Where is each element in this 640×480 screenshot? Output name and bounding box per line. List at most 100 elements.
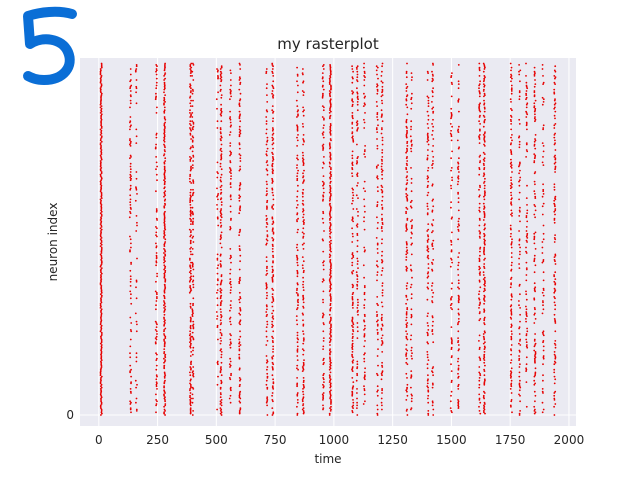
spike-point	[189, 388, 192, 390]
spike-point	[381, 370, 384, 372]
spike-point	[483, 182, 485, 184]
spike-point	[229, 142, 232, 145]
spike-point	[554, 344, 557, 346]
spike-point	[554, 154, 556, 157]
spike-point	[376, 145, 379, 147]
spike-point	[329, 282, 332, 285]
spike-point	[163, 283, 166, 286]
spike-point	[134, 69, 137, 72]
spike-point	[458, 110, 460, 113]
spike-point	[405, 118, 408, 121]
spike-point	[190, 351, 193, 353]
spike-point	[381, 305, 384, 308]
spike-point	[272, 142, 275, 145]
spike-point	[216, 68, 218, 70]
spike-point	[482, 114, 485, 117]
spike-point	[553, 287, 556, 290]
spike-point	[478, 377, 481, 379]
spike-point	[163, 304, 165, 307]
spike-point	[156, 293, 158, 296]
spike-point	[322, 149, 324, 151]
spike-point	[329, 243, 331, 246]
spike-point	[329, 394, 332, 397]
spike-point	[265, 221, 268, 224]
spike-point	[321, 217, 324, 220]
spike-point	[296, 337, 299, 339]
spike-point	[216, 127, 219, 129]
spike-point	[271, 279, 274, 282]
spike-point	[518, 359, 520, 361]
spike-point	[99, 330, 102, 333]
spike-point	[163, 338, 166, 341]
spike-point	[99, 253, 102, 256]
spike-point	[351, 390, 354, 393]
spike-point	[554, 149, 557, 151]
spike-point	[192, 397, 194, 400]
spike-point	[129, 206, 132, 209]
spike-point	[163, 235, 165, 238]
spike-point	[216, 297, 219, 300]
spike-point	[163, 297, 166, 300]
spike-point	[163, 227, 166, 230]
spike-point	[191, 311, 194, 313]
spike-point	[484, 118, 486, 121]
spike-point	[534, 312, 536, 315]
spike-point	[239, 309, 242, 312]
spike-point	[271, 160, 274, 162]
spike-point	[191, 280, 194, 283]
spike-point	[323, 372, 325, 375]
spike-point	[216, 289, 219, 291]
spike-point	[238, 79, 241, 81]
spike-point	[228, 377, 231, 379]
spike-point	[542, 183, 544, 186]
spike-point	[352, 254, 355, 257]
spike-point	[479, 114, 481, 117]
spike-point	[272, 120, 274, 123]
spike-point	[329, 274, 331, 276]
spike-point	[100, 366, 103, 368]
spike-point	[135, 410, 138, 412]
spike-point	[510, 194, 513, 197]
spike-point	[220, 197, 223, 200]
spike-point	[189, 412, 192, 415]
spike-point	[410, 120, 413, 123]
spike-point	[483, 103, 485, 106]
spike-point	[483, 392, 486, 394]
spike-point	[554, 304, 557, 307]
spike-point	[519, 344, 522, 346]
spike-point	[329, 186, 332, 189]
spike-point	[431, 90, 434, 92]
spike-point	[238, 212, 241, 215]
spike-point	[352, 138, 354, 140]
spike-point	[329, 286, 332, 289]
spike-point	[239, 129, 242, 132]
spike-point	[100, 364, 103, 367]
spike-point	[156, 400, 158, 403]
spike-point	[509, 98, 512, 101]
spike-point	[265, 355, 268, 357]
spike-point	[266, 183, 268, 186]
spike-point	[271, 386, 274, 389]
spike-point	[519, 250, 521, 253]
spike-point	[329, 316, 332, 319]
spike-point	[525, 98, 527, 101]
spike-point	[217, 279, 219, 282]
spike-point	[129, 338, 132, 341]
spike-point	[220, 231, 223, 234]
spike-point	[272, 80, 275, 83]
spike-point	[405, 87, 408, 90]
spike-point	[405, 195, 408, 198]
spike-point	[271, 156, 274, 158]
spike-point	[410, 323, 413, 326]
spike-point	[478, 405, 480, 408]
spike-point	[220, 72, 223, 74]
spike-point	[155, 359, 158, 361]
spike-point	[478, 83, 481, 85]
spike-point	[364, 156, 366, 158]
spike-point	[426, 205, 429, 208]
spike-point	[431, 150, 434, 153]
spike-point	[100, 120, 102, 123]
spike-point	[351, 241, 354, 243]
spike-point	[405, 361, 408, 364]
spike-point	[328, 241, 331, 243]
